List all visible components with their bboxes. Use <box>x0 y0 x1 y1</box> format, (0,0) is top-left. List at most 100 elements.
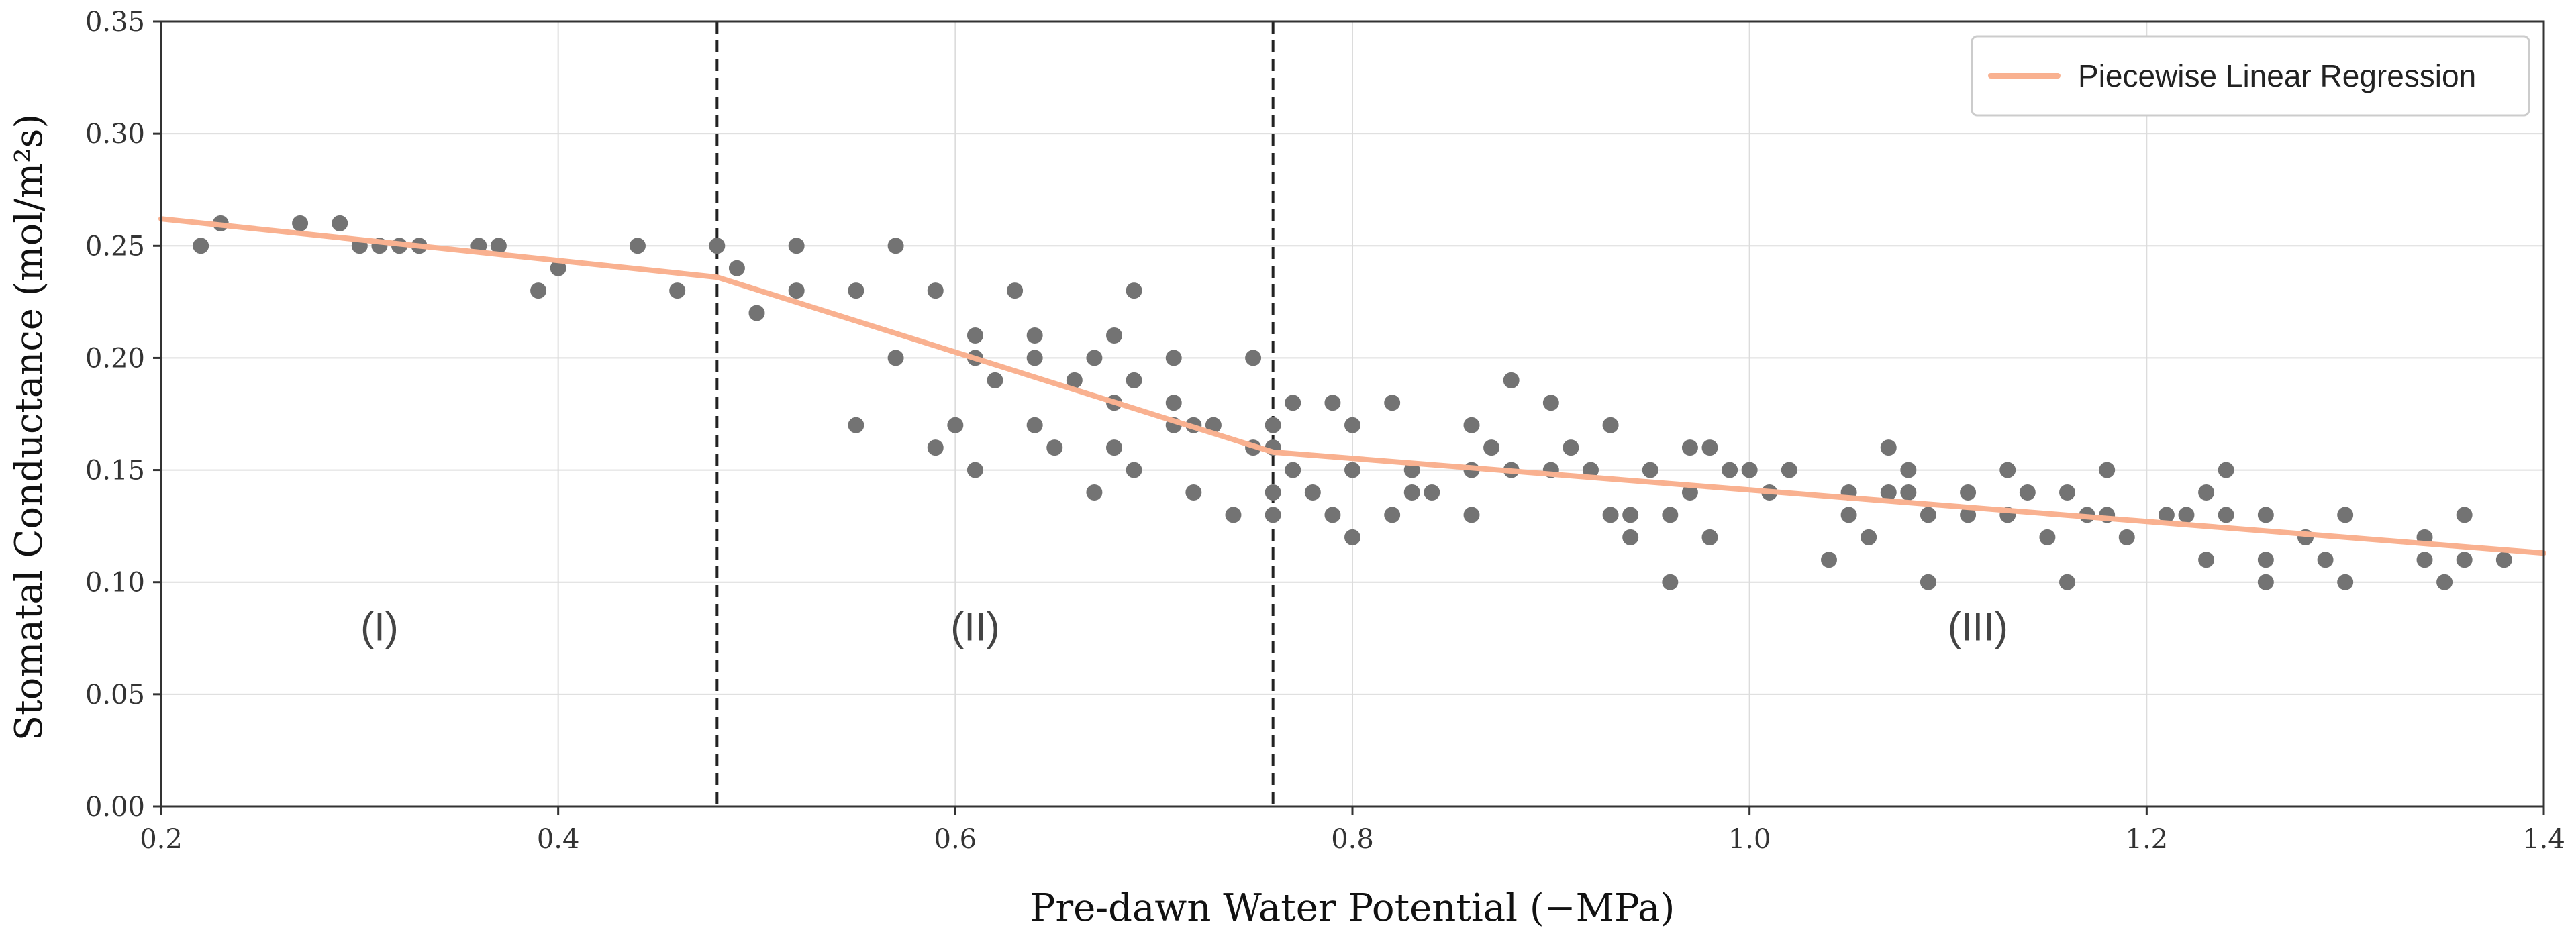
y-tick-label-6: 0.30 <box>85 119 145 150</box>
scatter-point-55 <box>1265 484 1281 501</box>
scatter-point-41 <box>1126 282 1142 299</box>
y-axis-ticks: 0.00 0.05 0.10 0.15 0.20 0.25 0.30 0.35 <box>85 7 161 823</box>
scatter-point-120 <box>2198 552 2215 568</box>
scatter-point-56 <box>1265 507 1281 523</box>
scatter-point-48 <box>1185 484 1202 501</box>
scatter-point-25 <box>947 417 964 433</box>
scatter-point-36 <box>1086 350 1103 366</box>
scatter-point-106 <box>1960 507 1977 523</box>
scatter-point-79 <box>1583 462 1599 478</box>
scatter-point-12 <box>630 238 646 254</box>
x-tick-label-1: 0.4 <box>537 824 580 855</box>
scatter-point-13 <box>669 282 686 299</box>
scatter-point-72 <box>1463 507 1480 523</box>
scatter-point-95 <box>1821 552 1837 568</box>
scatter-point-57 <box>1285 395 1301 411</box>
scatter-point-42 <box>1126 372 1142 388</box>
scatter-point-9 <box>490 238 507 254</box>
y-tick-label-3: 0.15 <box>85 456 145 486</box>
legend: Piecewise Linear Regression <box>1971 35 2530 117</box>
scatter-point-135 <box>2495 552 2512 568</box>
scatter-point-65 <box>1384 395 1401 411</box>
x-axis-title: Pre-dawn Water Potential (−MPa) <box>1030 886 1675 930</box>
scatter-point-123 <box>2257 507 2274 523</box>
scatter-point-103 <box>1920 507 1936 523</box>
scatter-point-23 <box>927 282 944 299</box>
scatter-point-11 <box>550 260 566 276</box>
scatter-point-116 <box>2118 529 2135 545</box>
scatter-point-78 <box>1563 439 1579 456</box>
scatter-point-117 <box>2158 507 2175 523</box>
scatter-point-34 <box>1046 439 1063 456</box>
scatter-point-76 <box>1542 395 1559 411</box>
scatter-point-43 <box>1126 462 1142 478</box>
scatter-point-101 <box>1900 462 1917 478</box>
scatter-point-32 <box>1026 350 1043 366</box>
scatter-points <box>193 215 2512 590</box>
scatter-point-74 <box>1503 372 1520 388</box>
scatter-point-51 <box>1245 350 1262 366</box>
y-tick-label-0: 0.00 <box>85 792 145 823</box>
y-tick-label-7: 0.35 <box>85 7 145 38</box>
x-axis-ticks: 0.2 0.4 0.6 0.8 1.0 1.2 1.4 <box>140 806 2565 855</box>
scatter-point-107 <box>1999 462 2016 478</box>
scatter-point-19 <box>848 282 864 299</box>
scatter-point-20 <box>848 417 864 433</box>
scatter-point-92 <box>1741 462 1758 478</box>
scatter-point-45 <box>1165 395 1182 411</box>
scatter-point-100 <box>1880 484 1897 501</box>
scatter-point-60 <box>1324 395 1341 411</box>
y-tick-label-1: 0.05 <box>85 680 145 711</box>
scatter-point-29 <box>987 372 1003 388</box>
scatter-point-40 <box>1106 439 1122 456</box>
scatter-point-83 <box>1622 529 1639 545</box>
regression-line <box>158 216 2546 556</box>
scatter-point-132 <box>2436 574 2453 590</box>
y-tick-label-5: 0.25 <box>85 231 145 262</box>
scatter-point-109 <box>2019 484 2036 501</box>
y-axis-title: Stomatal Conductance (mol/m²s) <box>7 114 51 741</box>
scatter-point-125 <box>2257 574 2274 590</box>
scatter-point-98 <box>1861 529 1877 545</box>
scatter-point-24 <box>927 439 944 456</box>
scatter-point-105 <box>1960 484 1977 501</box>
scatter-point-68 <box>1403 484 1420 501</box>
scatter-point-26 <box>967 327 983 344</box>
scatter-point-81 <box>1602 507 1619 523</box>
x-tick-label-0: 0.2 <box>140 824 183 855</box>
scatter-point-63 <box>1344 462 1360 478</box>
scatter-point-3 <box>332 215 348 231</box>
region-label-2: (III) <box>1948 605 2008 649</box>
region-labels: (I) (II) (III) <box>360 605 2008 649</box>
scatter-point-94 <box>1781 462 1797 478</box>
x-tick-label-6: 1.4 <box>2522 824 2565 855</box>
scatter-point-134 <box>2456 552 2473 568</box>
scatter-point-118 <box>2178 507 2195 523</box>
scatter-point-62 <box>1344 417 1360 433</box>
scatter-point-53 <box>1265 417 1281 433</box>
legend-box <box>1971 35 2530 117</box>
scatter-point-85 <box>1662 507 1679 523</box>
x-tick-label-3: 0.8 <box>1331 824 1374 855</box>
scatter-point-61 <box>1324 507 1341 523</box>
scatter-point-58 <box>1285 462 1301 478</box>
y-tick-label-2: 0.10 <box>85 568 145 598</box>
scatter-point-129 <box>2337 574 2354 590</box>
y-tick-label-4: 0.20 <box>85 343 145 374</box>
regression-line-group <box>158 216 2546 556</box>
scatter-point-114 <box>2099 462 2116 478</box>
legend-label-regression: Piecewise Linear Regression <box>2078 58 2476 93</box>
scatter-point-131 <box>2416 552 2433 568</box>
scatter-point-111 <box>2059 484 2075 501</box>
scatter-point-22 <box>887 350 904 366</box>
scatter-point-104 <box>1920 574 1936 590</box>
scatter-point-15 <box>728 260 745 276</box>
scatter-point-50 <box>1225 507 1242 523</box>
scatter-point-2 <box>292 215 309 231</box>
scatter-point-133 <box>2456 507 2473 523</box>
scatter-point-91 <box>1722 462 1738 478</box>
scatter-point-64 <box>1344 529 1360 545</box>
scatter-point-87 <box>1681 439 1698 456</box>
scatter-point-16 <box>748 305 765 321</box>
scatter-point-44 <box>1165 350 1182 366</box>
